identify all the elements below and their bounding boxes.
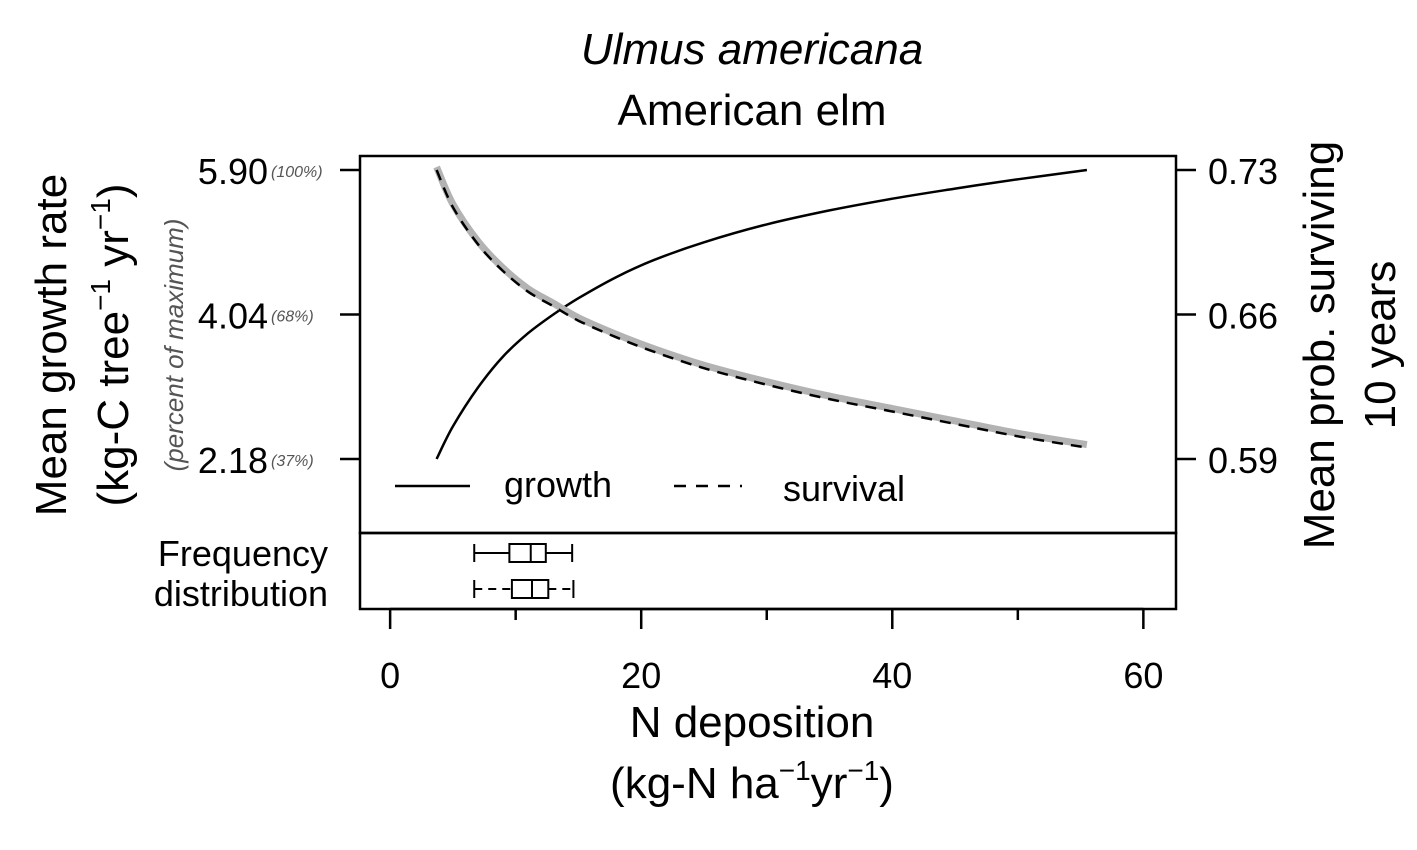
x-axis-tick-label: 20 [621, 655, 661, 696]
series-survival-band [433, 165, 1088, 449]
left-axis-percent-label: (100%) [271, 164, 323, 181]
left-axis-tick-label: 4.04 [198, 296, 268, 337]
main-plot-frame [358, 154, 1178, 535]
x-units-sup-1: −1 [779, 755, 811, 786]
left-axis-percent-label: (37%) [271, 453, 314, 470]
x-axis-tick-label: 40 [872, 655, 912, 696]
left-axis-tick-label: 5.90 [198, 151, 268, 192]
x-units-sup-2: −1 [847, 755, 879, 786]
x-units-part-1: (kg-N ha [610, 759, 779, 808]
x-axis: 0 20 40 60 [380, 607, 1163, 696]
x-units-part-3: ) [879, 759, 894, 808]
boxplot-box [508, 543, 547, 563]
legend-growth-label: growth [504, 464, 612, 505]
y-axis-right-label: Mean prob. surviving [1295, 141, 1344, 549]
left-axis-tick-label: 2.18 [198, 440, 268, 481]
x-axis-tick-label: 60 [1123, 655, 1163, 696]
y-units-sup-1: −1 [85, 279, 116, 311]
left-axis: 2.18 (37%) 4.04 (68%) 5.90 (100%) [198, 151, 360, 481]
right-axis: 0.59 0.66 0.73 [1176, 151, 1278, 481]
chart-title-italic: Ulmus americana [581, 25, 923, 74]
y-units-part-1: (kg-C tree [89, 311, 138, 507]
series-layer [433, 165, 1088, 460]
boxplot-box [510, 579, 550, 599]
y-axis-left-label-units: (kg-C tree−1 yr−1) [85, 183, 138, 506]
x-axis-label: N deposition [630, 698, 875, 747]
series-growth-line [435, 168, 1088, 460]
left-axis-percent-label: (68%) [271, 309, 314, 326]
y-axis-left-label: Mean growth rate [27, 174, 76, 516]
chart-title: American elm [618, 86, 887, 135]
series-survival-line [435, 169, 1088, 449]
right-axis-tick-label: 0.73 [1208, 151, 1278, 192]
y-units-sup-2: −1 [85, 198, 116, 230]
x-axis-label-units: (kg-N ha−1yr−1) [610, 755, 894, 808]
frequency-panel-frame [358, 531, 1178, 611]
frequency-label-line2: distribution [154, 573, 328, 614]
frequency-label-line1: Frequency [158, 533, 328, 574]
y-units-part-2: yr [89, 230, 138, 279]
x-units-part-2: yr [811, 759, 848, 808]
legend-survival-label: survival [783, 468, 905, 509]
y-units-part-3: ) [89, 183, 138, 198]
right-axis-tick-label: 0.59 [1208, 440, 1278, 481]
y-axis-left-sublabel: (percent of maximum) [159, 219, 189, 472]
x-axis-tick-label: 0 [380, 655, 400, 696]
right-axis-tick-label: 0.66 [1208, 296, 1278, 337]
y-axis-right-label-line2: 10 years [1356, 261, 1405, 430]
boxplot-layer [473, 543, 575, 599]
legend: growth survival [395, 464, 905, 509]
